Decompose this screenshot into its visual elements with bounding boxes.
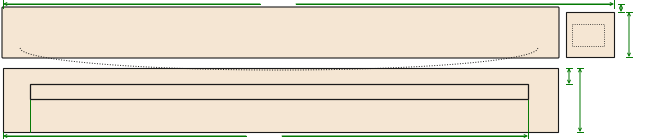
Bar [3,68,558,132]
Bar [566,12,614,57]
Bar [30,84,528,99]
Bar [572,24,604,46]
FancyBboxPatch shape [2,7,559,58]
